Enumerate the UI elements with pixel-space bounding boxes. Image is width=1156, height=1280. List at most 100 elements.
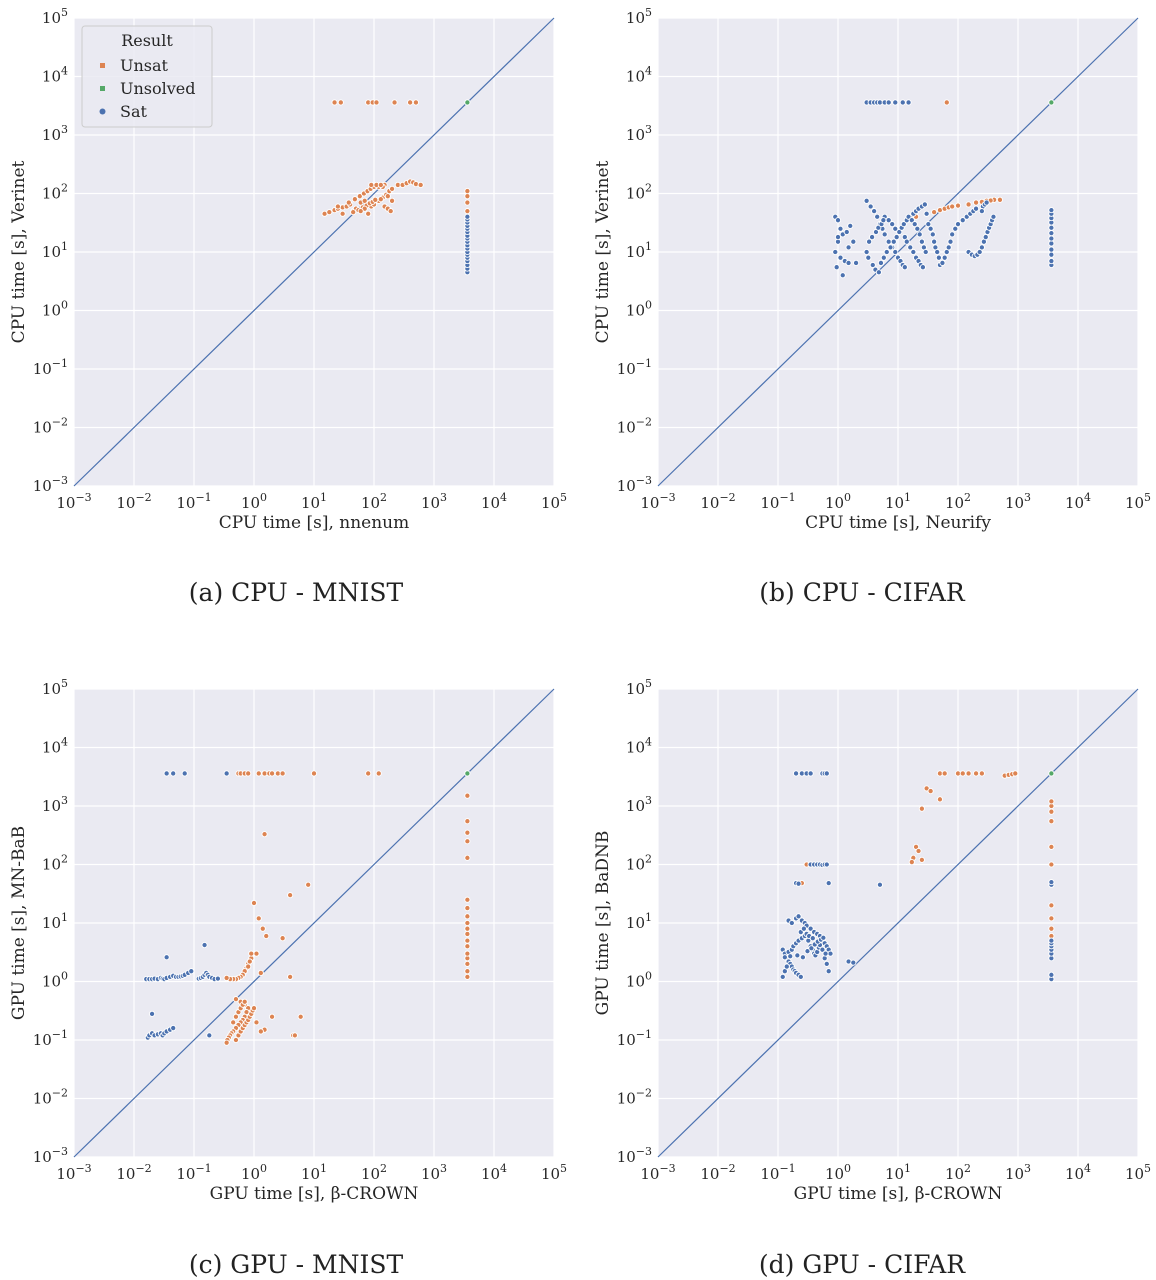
y-tick-label: 102 — [626, 853, 652, 874]
data-point-sat — [982, 234, 989, 241]
data-point-sat — [820, 934, 827, 941]
y-tick-label: 10−1 — [617, 357, 652, 378]
data-point-sat — [880, 217, 887, 224]
data-point-sat — [892, 225, 899, 232]
data-point-sat — [945, 244, 952, 251]
x-axis-label: CPU time [s], Neurify — [805, 513, 991, 533]
data-point-sat — [900, 221, 907, 228]
data-point-sat — [885, 99, 892, 106]
data-point-unsat — [377, 196, 384, 203]
data-point-unsat — [973, 199, 980, 206]
data-point-sat — [832, 248, 839, 256]
data-point-sat — [1048, 235, 1055, 242]
data-point-unsat — [918, 856, 925, 863]
data-point-unsat — [391, 99, 398, 106]
data-point-unsat — [973, 770, 980, 777]
data-point-unsat — [464, 896, 471, 903]
data-point-sat — [935, 254, 942, 261]
data-point-unsat — [996, 196, 1003, 203]
data-point-sat — [201, 941, 208, 949]
data-point-unsat — [389, 197, 396, 204]
x-tick-label: 104 — [1065, 1162, 1091, 1183]
data-point-sat — [866, 238, 873, 245]
data-point-unsat — [464, 968, 471, 975]
x-tick-label: 103 — [1005, 1162, 1031, 1183]
data-point-unsolved — [1048, 99, 1055, 106]
data-point-sat — [839, 272, 846, 279]
data-point-unsat — [412, 181, 419, 188]
data-point-unsolved — [464, 770, 471, 777]
data-point-sat — [223, 770, 230, 777]
x-tick-label: 10−2 — [700, 1162, 735, 1183]
x-tick-label: 101 — [885, 491, 911, 512]
data-point-unsat — [259, 925, 266, 932]
data-point-sat — [863, 248, 870, 256]
data-point-unsat — [263, 932, 270, 940]
series-sat — [143, 770, 230, 1041]
y-tick-label: 100 — [626, 299, 652, 320]
data-point-sat — [819, 946, 826, 953]
legend-marker-unsat — [100, 63, 105, 68]
x-tick-label: 101 — [885, 1162, 911, 1183]
data-point-sat — [869, 234, 876, 241]
data-point-unsat — [1048, 902, 1055, 909]
x-axis-label: GPU time [s], β-CROWN — [794, 1184, 1003, 1204]
data-point-sat — [883, 248, 890, 256]
data-point-unsat — [978, 770, 985, 777]
data-point-sat — [899, 99, 906, 106]
data-point-sat — [788, 919, 795, 927]
data-point-unsat — [464, 960, 471, 967]
x-tick-label: 105 — [541, 1162, 567, 1183]
data-point-unsat — [464, 950, 471, 957]
data-point-unsat — [232, 1013, 239, 1020]
data-point-unsat — [232, 1036, 239, 1044]
data-point-unsat — [931, 209, 938, 216]
data-point-sat — [163, 770, 170, 777]
data-point-sat — [1048, 879, 1055, 886]
data-point-sat — [825, 968, 832, 975]
y-axis-label: CPU time [s], Verinet — [593, 160, 613, 343]
series-unsolved — [1048, 770, 1055, 777]
y-axis-label: GPU time [s], MN-BaB — [9, 826, 29, 1020]
data-point-unsat — [959, 770, 966, 777]
legend-marker-unsolved — [100, 86, 105, 91]
diagonal-line — [73, 688, 555, 1158]
data-point-sat — [800, 925, 807, 932]
x-tick-label: 10−1 — [176, 491, 211, 512]
x-tick-label: 10−2 — [116, 491, 151, 512]
data-point-sat — [901, 264, 908, 271]
y-axis-label: CPU time [s], Verinet — [9, 160, 29, 343]
data-point-sat — [850, 959, 857, 966]
data-point-sat — [206, 1032, 213, 1039]
data-point-unsat — [384, 193, 391, 200]
data-point-sat — [1048, 207, 1055, 214]
data-point-unsat — [464, 925, 471, 932]
data-point-sat — [905, 99, 912, 106]
data-point-sat — [850, 238, 857, 245]
data-point-sat — [885, 238, 892, 245]
data-point-sat — [781, 954, 788, 961]
data-point-sat — [978, 244, 985, 251]
x-tick-label: 105 — [541, 491, 567, 512]
data-point-unsat — [350, 209, 357, 216]
x-axis-label: GPU time [s], β-CROWN — [210, 1184, 419, 1204]
data-point-sat — [847, 222, 854, 229]
data-point-sat — [783, 963, 790, 970]
data-point-sat — [808, 945, 815, 952]
data-point-sat — [823, 861, 830, 868]
data-point-unsat — [464, 905, 471, 912]
data-point-unsat — [1048, 843, 1055, 850]
data-point-sat — [1048, 937, 1055, 944]
data-point-unsat — [464, 937, 471, 944]
data-point-sat — [923, 210, 930, 217]
legend: Result Unsat Unsolved Sat — [81, 25, 213, 128]
data-point-unsat — [253, 950, 260, 957]
y-tick-label: 100 — [42, 970, 68, 991]
x-tick-label: 100 — [241, 491, 267, 512]
data-point-unsat — [965, 770, 972, 777]
y-tick-label: 103 — [626, 794, 652, 815]
data-point-unsat — [965, 201, 972, 208]
data-point-sat — [892, 99, 899, 106]
data-point-sat — [921, 201, 928, 208]
data-point-unsat — [464, 973, 471, 980]
